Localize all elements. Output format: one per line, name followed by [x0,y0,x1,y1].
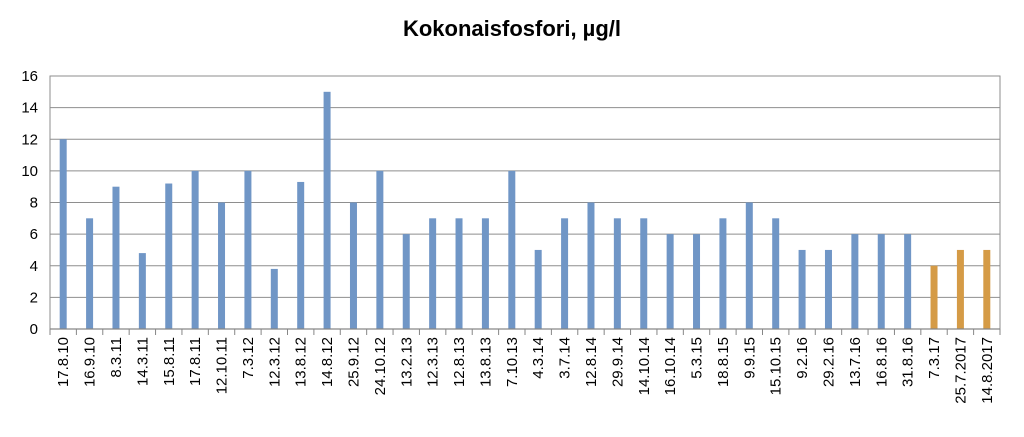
bar [666,234,674,329]
y-tick-label: 10 [21,163,38,180]
x-tick-label: 29.9.14 [609,337,626,387]
bar [349,202,357,329]
bar [798,249,806,329]
x-tick-label: 16.8.16 [873,337,890,387]
bar [772,218,780,329]
bar [59,139,67,329]
x-tick-label: 13.2.13 [398,337,415,387]
bar [270,268,278,329]
bar [297,181,305,329]
bar [165,183,173,329]
x-tick-label: 12.3.13 [425,337,442,387]
x-tick-label: 16.10.14 [662,337,679,395]
x-tick-label: 31.8.16 [900,337,917,387]
x-tick-label: 25.9.12 [345,337,362,387]
y-tick-label: 12 [21,131,38,148]
bar [191,170,199,329]
x-tick-label: 7.3.17 [926,337,943,379]
x-tick-label: 3.7.14 [557,337,574,379]
x-tick-label: 13.8.12 [293,337,310,387]
bar [824,249,832,329]
bar [138,253,146,329]
bar [218,202,226,329]
x-tick-label: 14.3.11 [134,337,151,386]
x-tick-label: 17.8.11 [187,337,204,386]
bar [455,218,463,329]
x-tick-label: 14.10.14 [636,337,653,395]
x-tick-label: 12.3.12 [266,337,283,387]
x-tick-label: 29.2.16 [820,337,837,387]
y-tick-label: 6 [30,226,38,243]
y-tick-label: 8 [30,195,38,212]
x-tick-label: 12.10.11 [214,337,231,394]
bar [429,218,437,329]
y-tick-label: 4 [30,258,38,275]
bar [244,170,252,329]
x-tick-label: 13.7.16 [847,337,864,387]
x-tick-label: 24.10.12 [372,337,389,395]
y-tick-label: 16 [21,68,38,85]
x-tick-label: 7.10.13 [504,337,521,387]
bar [904,234,912,329]
x-tick-label: 25.7.2017 [952,337,969,404]
bar [719,218,727,329]
bar [956,249,964,329]
bar [640,218,648,329]
bar [402,234,410,329]
y-tick-label: 2 [30,289,38,306]
bar [376,170,384,329]
x-tick-label: 15.8.11 [161,337,178,386]
bar [851,234,859,329]
bar [930,265,938,329]
bar [745,202,753,329]
x-tick-label: 9.2.16 [794,337,811,379]
x-tick-label: 17.8.10 [55,337,72,387]
x-tick-label: 8.3.11 [108,337,125,378]
x-tick-label: 12.8.14 [583,337,600,387]
x-tick-label: 7.3.12 [240,337,257,379]
x-tick-label: 13.8.13 [477,337,494,387]
bar [481,218,489,329]
x-tick-label: 9.9.15 [741,337,758,379]
y-tick-label: 0 [30,321,38,338]
x-tick-label: 14.8.12 [319,337,336,387]
bar [693,234,701,329]
x-tick-label: 15.10.15 [768,337,785,395]
y-tick-label: 14 [21,100,38,117]
chart-title: Kokonaisfosfori, µg/l [402,16,622,41]
bar [561,218,569,329]
bar [983,249,991,329]
bar [534,249,542,329]
x-tick-label: 4.3.14 [530,337,547,379]
bar [508,170,516,329]
x-tick-label: 12.8.13 [451,337,468,387]
bar [323,91,331,329]
bar [613,218,621,329]
bar [86,218,94,329]
bar [587,202,595,329]
x-tick-label: 5.3.15 [689,337,706,379]
x-tick-label: 14.8.2017 [979,337,996,404]
x-tick-label: 18.8.15 [715,337,732,387]
x-tick-label: 16.9.10 [82,337,99,387]
bar [112,186,120,329]
bar [877,234,885,329]
